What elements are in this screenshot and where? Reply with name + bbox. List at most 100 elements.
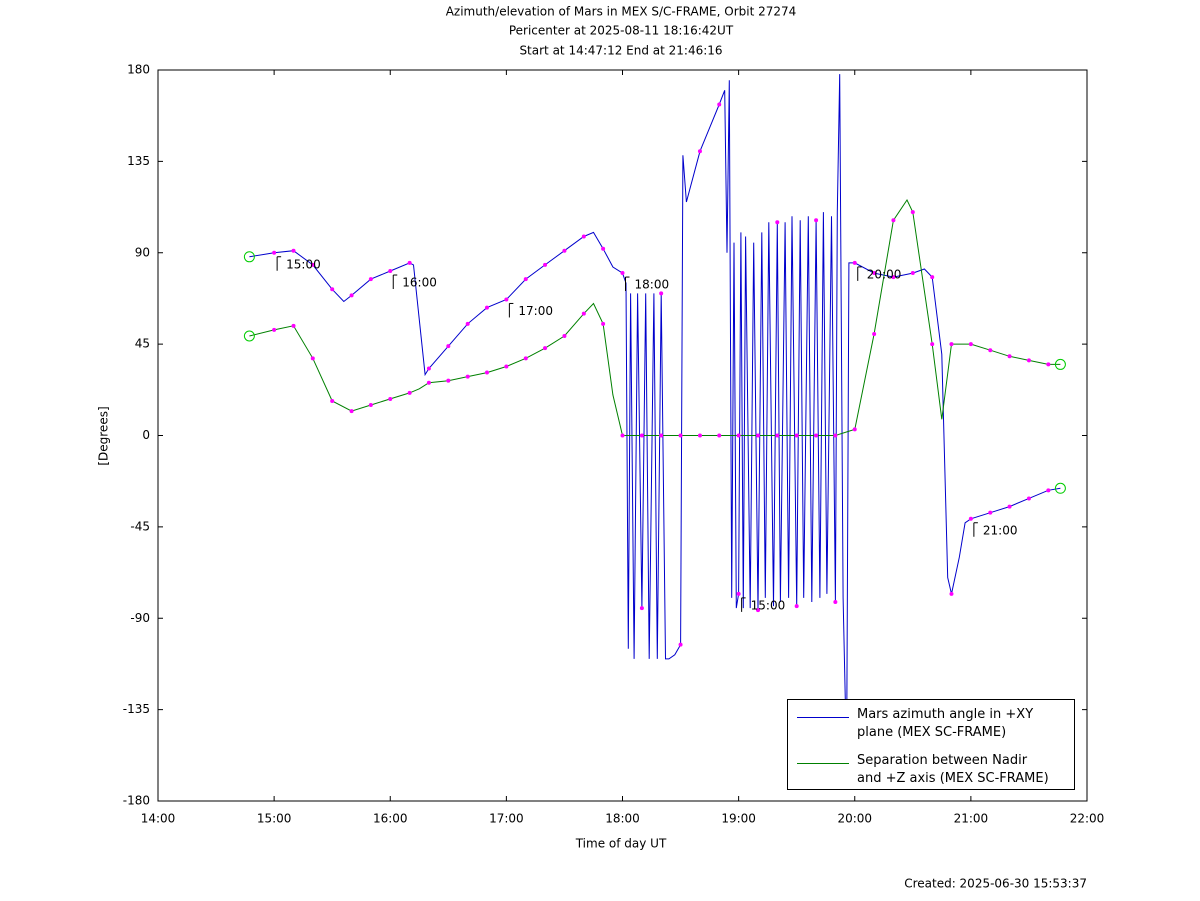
time-marker <box>852 427 857 432</box>
x-tick-label: 21:00 <box>954 812 989 826</box>
series-line <box>249 198 1061 436</box>
time-marker <box>678 642 683 647</box>
time-marker <box>736 591 741 596</box>
time-marker <box>562 248 567 253</box>
time-marker <box>814 218 819 223</box>
time-marker <box>349 293 354 298</box>
time-marker <box>601 321 606 326</box>
time-marker <box>910 210 915 215</box>
chart-subtitle: Pericenter at 2025-08-11 18:16:42UT <box>509 24 734 38</box>
time-marker <box>639 433 644 438</box>
x-tick-label: 15:00 <box>257 812 292 826</box>
time-marker <box>310 262 315 267</box>
time-marker <box>484 305 489 310</box>
time-marker <box>291 323 296 328</box>
time-marker <box>426 380 431 385</box>
time-marker <box>446 378 451 383</box>
time-marker <box>562 334 567 339</box>
time-marker <box>968 342 973 347</box>
x-tick-label: 17:00 <box>489 812 524 826</box>
time-marker <box>697 149 702 154</box>
time-marker <box>988 510 993 515</box>
time-marker <box>659 291 664 296</box>
time-marker <box>717 433 722 438</box>
time-marker <box>523 356 528 361</box>
time-marker <box>543 346 548 351</box>
time-marker <box>717 102 722 107</box>
x-tick-label: 16:00 <box>373 812 408 826</box>
time-marker <box>504 364 509 369</box>
x-tick-label: 14:00 <box>141 812 176 826</box>
time-marker <box>756 608 761 613</box>
time-marker <box>639 606 644 611</box>
time-marker <box>620 433 625 438</box>
time-marker <box>659 433 664 438</box>
time-marker <box>330 287 335 292</box>
x-tick-label: 19:00 <box>721 812 756 826</box>
time-marker <box>736 433 741 438</box>
time-marker <box>465 321 470 326</box>
time-marker <box>678 433 683 438</box>
annotation-label: 17:00 <box>518 304 553 318</box>
time-marker <box>523 277 528 282</box>
time-marker <box>581 234 586 239</box>
time-marker <box>910 271 915 276</box>
x-axis-label: Time of day UT <box>575 837 667 851</box>
annotation-label: 20:00 <box>867 267 902 281</box>
time-marker <box>407 390 412 395</box>
time-marker <box>794 433 799 438</box>
endpoint-marker <box>1054 358 1066 370</box>
legend-label: Separation between Nadir and +Z axis (ME… <box>857 753 1049 786</box>
time-marker <box>368 277 373 282</box>
chart-title: Azimuth/elevation of Mars in MEX S/C-FRA… <box>446 5 797 19</box>
time-marker <box>891 275 896 280</box>
time-marker <box>1007 504 1012 509</box>
endpoint-marker <box>243 251 255 263</box>
time-marker <box>775 220 780 225</box>
y-axis-label: [Degrees] <box>97 406 111 465</box>
time-marker <box>775 433 780 438</box>
x-tick-label: 20:00 <box>837 812 872 826</box>
endpoint-marker <box>1054 482 1066 494</box>
time-marker <box>872 271 877 276</box>
time-marker <box>620 271 625 276</box>
time-marker <box>272 327 277 332</box>
time-marker <box>833 600 838 605</box>
time-marker <box>833 433 838 438</box>
chart-subtitle: Start at 14:47:12 End at 21:46:16 <box>519 44 722 58</box>
y-tick-label: -45 <box>130 519 150 533</box>
time-marker <box>465 374 470 379</box>
time-marker <box>930 342 935 347</box>
y-tick-label: 180 <box>127 63 150 77</box>
time-marker <box>581 311 586 316</box>
time-marker <box>756 433 761 438</box>
time-marker <box>1026 358 1031 363</box>
time-marker <box>988 348 993 353</box>
time-marker <box>814 433 819 438</box>
y-tick-label: 90 <box>135 245 150 259</box>
annotation-label: 15:00 <box>751 598 786 612</box>
time-marker <box>426 366 431 371</box>
endpoint-marker <box>243 330 255 342</box>
legend-swatch <box>797 763 849 764</box>
annotation-label: 18:00 <box>635 278 670 292</box>
legend: Mars azimuth angle in +XY plane (MEX SC-… <box>787 699 1075 790</box>
y-tick-label: -135 <box>123 702 150 716</box>
time-marker <box>330 398 335 403</box>
annotation-label: 16:00 <box>402 276 437 290</box>
time-marker <box>794 604 799 609</box>
time-marker <box>1007 354 1012 359</box>
time-marker <box>368 403 373 408</box>
time-marker <box>872 331 877 336</box>
time-marker <box>272 250 277 255</box>
time-marker <box>543 262 548 267</box>
y-tick-label: -180 <box>123 794 150 808</box>
time-marker <box>968 516 973 521</box>
time-marker <box>891 218 896 223</box>
time-marker <box>852 260 857 265</box>
time-marker <box>697 433 702 438</box>
y-tick-label: 135 <box>127 154 150 168</box>
y-tick-label: 0 <box>142 428 150 442</box>
